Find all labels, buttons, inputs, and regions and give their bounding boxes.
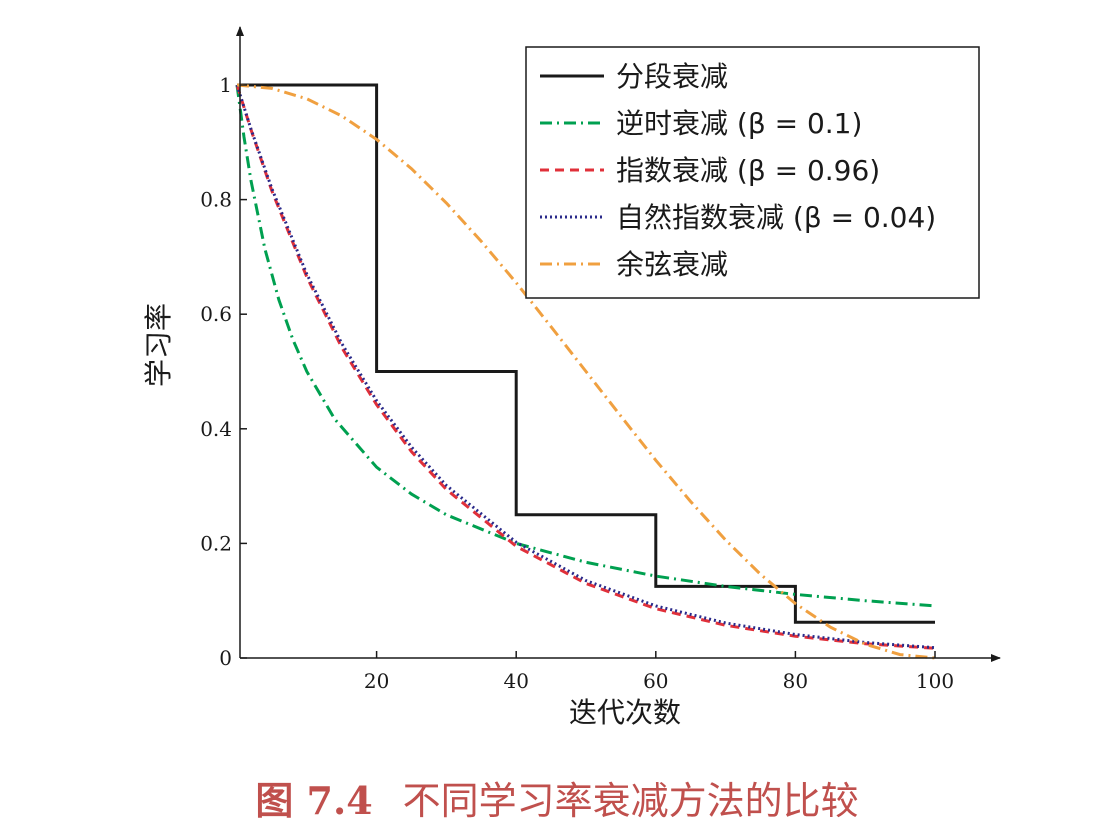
legend-label-3: 指数衰减 (β = 0.96) [616,154,880,187]
x-tick-label: 40 [503,669,528,693]
series-line-3 [235,84,936,650]
y-tick-label: 0.2 [200,531,232,555]
learning-rate-chart: 20 40 60 80 100 0 0.2 0.4 0.6 0.8 1 迭代次数 学习率 分段衰减逆… [142,26,1001,729]
legend-label-4: 自然指数衰减 (β = 0.04) [616,201,936,234]
y-tick-label: 0.4 [200,417,232,441]
x-axis-label: 迭代次数 [569,696,681,729]
y-tick-label: 0.6 [200,302,232,326]
x-tick-label: 60 [643,669,668,693]
figure-caption: 图 7.4 不同学习率衰减方法的比较 [0,770,1114,825]
legend-label-1: 分段衰减 [616,60,728,93]
legend-label-2: 逆时衰减 (β = 0.1) [616,107,862,140]
x-tick-label: 100 [916,669,954,693]
series-line-2 [235,84,936,608]
x-tick-label: 80 [783,669,808,693]
y-tick-label: 0 [219,646,232,670]
figure-title: 不同学习率衰减方法的比较 [402,779,859,823]
series-line-5 [236,83,936,660]
legend-box [525,46,980,299]
y-axis-label: 学习率 [142,303,175,387]
figure-number: 图 7.4 [255,778,373,823]
y-tick-label: 1 [219,73,232,97]
x-tick-label: 20 [364,669,389,693]
series-line-4 [235,84,936,650]
legend-label-5: 余弦衰减 [616,248,728,281]
y-tick-label: 0.8 [200,188,232,212]
